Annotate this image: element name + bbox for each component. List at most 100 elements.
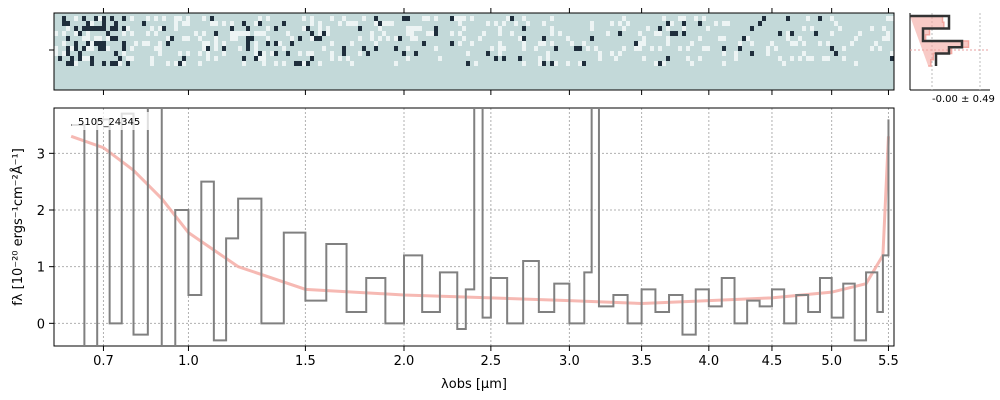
image-pixel [62,16,66,21]
image-pixel [118,56,122,61]
image-pixel [538,61,542,66]
image-pixel [310,16,314,21]
image-pixel [802,26,806,31]
object-label: 5105_24345 [78,117,140,128]
image-pixel [762,16,766,21]
image-pixel [154,46,158,51]
image-pixel [422,16,426,21]
image-pixel [482,31,486,36]
image-pixel [178,51,182,56]
image-pixel [146,31,150,36]
image-pixel [546,56,550,61]
image-pixel [734,51,738,56]
image-pixel [358,36,362,41]
image-pixel [690,61,694,66]
image-pixel [486,51,490,56]
image-pixel [798,36,802,41]
image-pixel [182,36,186,41]
x-tick-label: 0.7 [93,354,114,369]
y-axis: 0 1 2 3 [37,147,54,332]
image-pixel [706,46,710,51]
image-pixel [182,56,186,61]
image-pixel [594,46,598,51]
image-pixel [546,51,550,56]
image-pixel [502,46,506,51]
image-pixel [590,36,594,41]
image-pixel [106,46,110,51]
y-tick-label: 2 [37,204,45,219]
image-pixel [666,41,670,46]
image-pixel [114,26,118,31]
image-pixel [214,36,218,41]
image-pixel [658,26,662,31]
image-pixel [282,46,286,51]
image-pixel [162,26,166,31]
image-pixel [206,51,210,56]
image-pixel [746,36,750,41]
image-pixel [378,36,382,41]
x-tick-label: 3.5 [631,354,652,369]
image-pixel [242,61,246,66]
image-pixel [130,56,134,61]
image-pixel [102,41,106,46]
image-pixel [410,36,414,41]
spectrum-2d-frame [53,12,895,91]
image-pixel [638,46,642,51]
image-pixel [202,41,206,46]
image-pixel [122,16,126,21]
image-pixel [82,36,86,41]
image-pixel [126,26,130,31]
image-pixel [246,31,250,36]
image-pixel [702,46,706,51]
image-pixel [434,46,438,51]
image-pixel [706,26,710,31]
x-tick-label: 5.5 [878,354,899,369]
image-pixel [274,26,278,31]
image-pixel [110,61,114,66]
image-pixel [222,46,226,51]
image-pixel [570,41,574,46]
image-pixel [378,21,382,26]
image-pixel [386,36,390,41]
image-pixel [542,21,546,26]
image-pixel [610,21,614,26]
image-pixel [818,16,822,21]
image-pixel [842,56,846,61]
image-pixel [258,51,262,56]
x-tick-label: 3.0 [559,354,580,369]
image-pixel [74,16,78,21]
image-pixel [642,56,646,61]
image-pixel [310,51,314,56]
image-pixel [130,31,134,36]
data-flux-series [71,107,890,347]
image-pixel [774,46,778,51]
image-pixel [202,16,206,21]
image-pixel [426,31,430,36]
image-pixel [86,41,90,46]
image-pixel [678,16,682,21]
image-pixel [338,56,342,61]
y-tick-label: 0 [37,317,45,332]
image-pixel [426,16,430,21]
image-pixel [518,36,522,41]
image-pixel [86,46,90,51]
image-pixel [502,56,506,61]
image-pixel [394,46,398,51]
spectrum-2d-ticks [49,8,889,95]
image-pixel [350,61,354,66]
image-pixel [722,36,726,41]
image-pixel [626,21,630,26]
y-axis-title: fλ [10⁻²⁰ ergs⁻¹cm⁻²Å⁻¹] [10,148,26,306]
image-pixel [230,21,234,26]
image-pixel [234,31,238,36]
image-pixel [254,56,258,61]
image-pixel [354,21,358,26]
image-pixel [222,41,226,46]
image-pixel [590,26,594,31]
image-pixel [66,21,70,26]
image-pixel [402,16,406,21]
image-pixel [186,16,190,21]
image-pixel [330,41,334,46]
image-pixel [830,31,834,36]
image-pixel [230,26,234,31]
